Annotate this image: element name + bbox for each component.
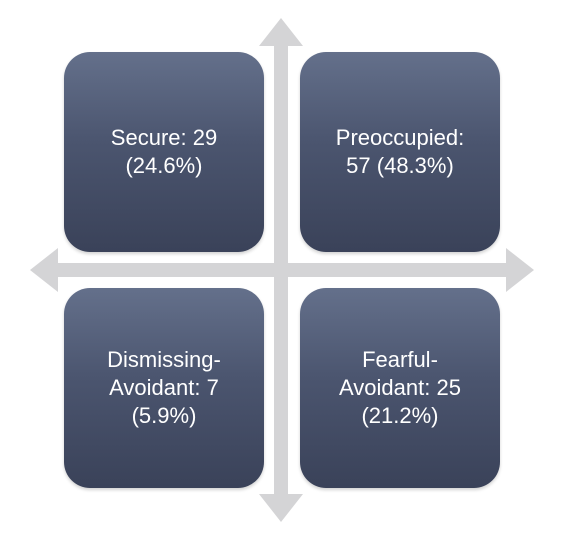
- down-arrow-head-icon: [259, 494, 303, 522]
- horizontal-axis-line: [54, 263, 512, 277]
- horizontal-axis: [30, 248, 534, 292]
- up-arrow-head-icon: [259, 18, 303, 46]
- quadrant-secure-label: Secure: 29 (24.6%): [110, 125, 218, 178]
- quadrant-secure: Secure: 29 (24.6%): [64, 52, 264, 252]
- right-arrow-head-icon: [506, 248, 534, 292]
- quadrant-fearful-avoidant: Fearful- Avoidant: 25 (21.2%): [300, 288, 500, 488]
- quadrant-dismissing-avoidant-label: Dismissing- Avoidant: 7 (5.9%): [107, 347, 221, 428]
- quadrant-dismissing-avoidant: Dismissing- Avoidant: 7 (5.9%): [64, 288, 264, 488]
- quadrant-preoccupied: Preoccupied: 57 (48.3%): [300, 52, 500, 252]
- quadrant-fearful-avoidant-label: Fearful- Avoidant: 25 (21.2%): [339, 347, 461, 428]
- left-arrow-head-icon: [30, 248, 58, 292]
- quadrant-preoccupied-label: Preoccupied: 57 (48.3%): [335, 125, 465, 178]
